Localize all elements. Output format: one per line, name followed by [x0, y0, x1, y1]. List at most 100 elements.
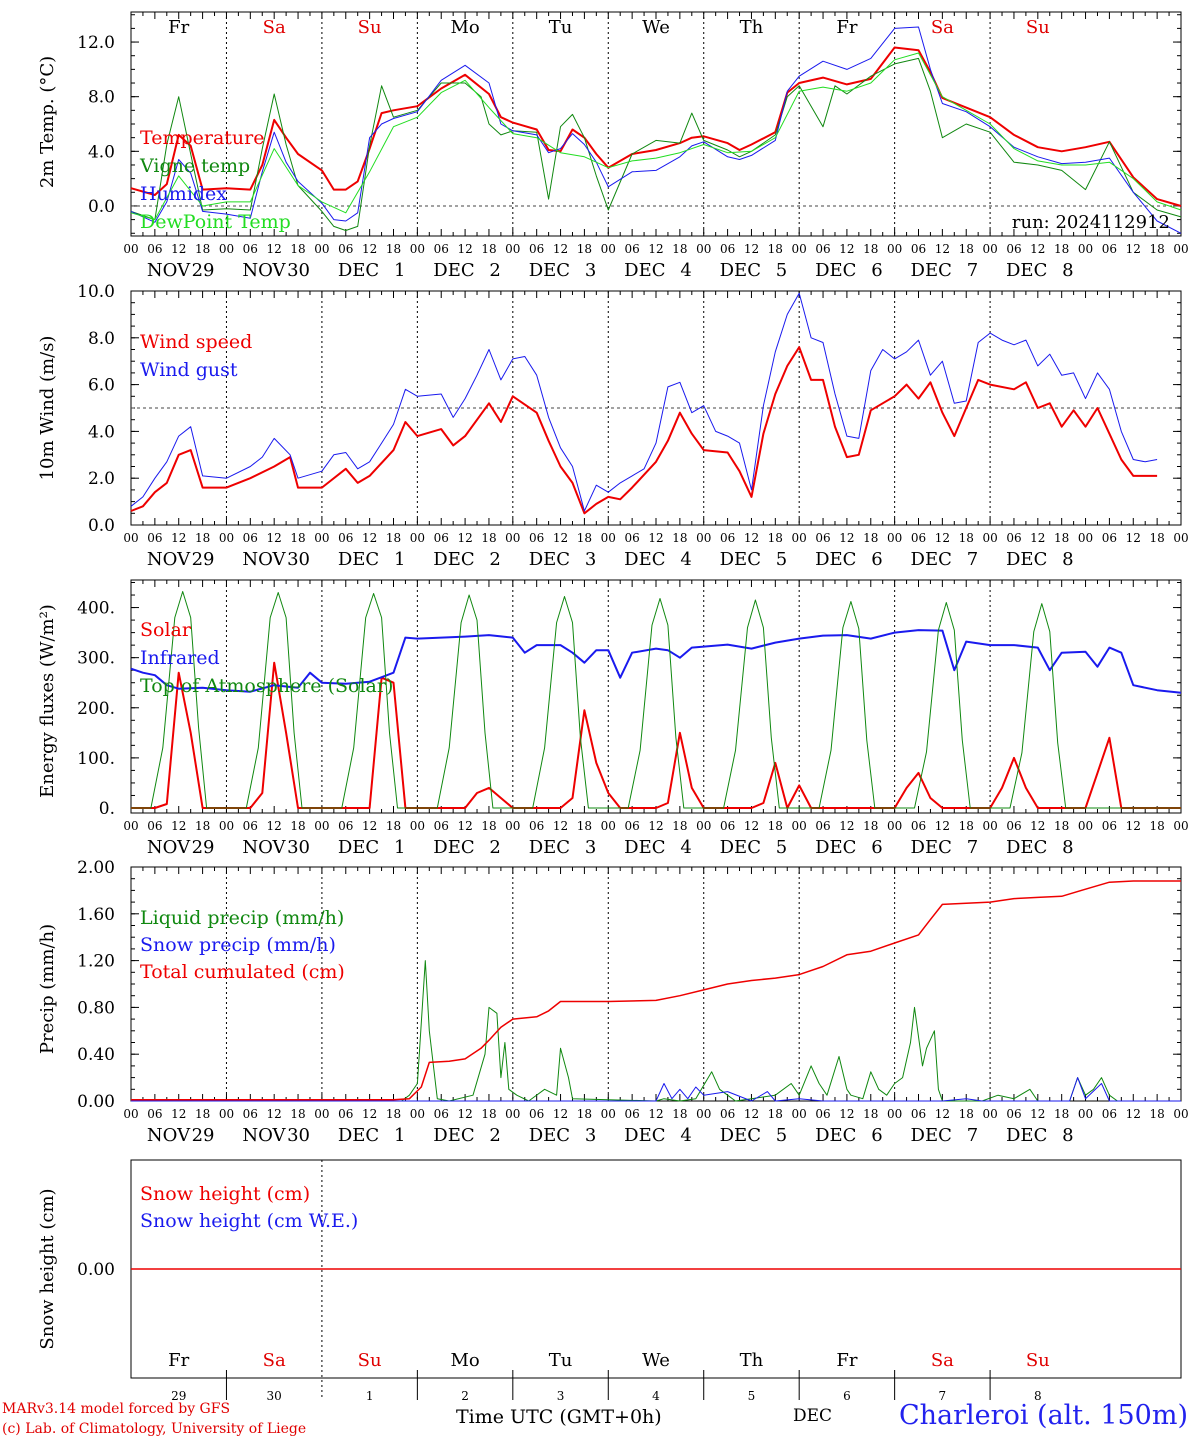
- day-number-label: 29: [171, 1389, 186, 1403]
- hour-tick-label: 12: [457, 242, 472, 256]
- hour-tick-label: 00: [1078, 819, 1093, 833]
- hour-tick-label: 06: [243, 531, 258, 545]
- hour-tick-label: 00: [696, 242, 711, 256]
- y-tick-label: 1.60: [77, 905, 115, 925]
- hour-tick-label: 00: [1173, 531, 1188, 545]
- day-name-label: Tu: [549, 1350, 573, 1371]
- date-day-label: 1: [394, 260, 405, 281]
- day-name-label: Sa: [931, 1350, 954, 1371]
- hour-tick-label: 18: [672, 242, 687, 256]
- month-label: DEC: [793, 1406, 833, 1426]
- panel-frame: [130, 11, 1182, 237]
- hour-tick-label: 00: [982, 531, 997, 545]
- date-month-label: DEC: [720, 837, 761, 858]
- hour-tick-label: 00: [410, 1107, 425, 1121]
- date-day-label: 4: [680, 260, 691, 281]
- hour-tick-label: 18: [1054, 1107, 1069, 1121]
- hour-tick-label: 12: [362, 1107, 377, 1121]
- day-number-label: 30: [267, 1389, 282, 1403]
- hour-tick-label: 06: [815, 819, 830, 833]
- date-day-label: 7: [967, 549, 978, 570]
- hour-tick-label: 06: [338, 242, 353, 256]
- date-day-label: 2: [489, 260, 500, 281]
- y-axis-label: Energy fluxes (W/m²): [37, 604, 58, 798]
- hour-tick-label: 06: [815, 242, 830, 256]
- date-month-label: NOV: [147, 1125, 191, 1146]
- hour-tick-label: 00: [601, 1107, 616, 1121]
- hour-tick-label: 06: [720, 531, 735, 545]
- hour-tick-label: 00: [219, 531, 234, 545]
- y-tick-label: 100.: [77, 749, 115, 769]
- hour-tick-label: 18: [577, 242, 592, 256]
- y-axis-label: 2m Temp. (°C): [37, 56, 58, 188]
- hour-tick-label: 12: [267, 531, 282, 545]
- day-name-label: Th: [740, 1350, 764, 1371]
- hour-tick-label: 06: [434, 819, 449, 833]
- hour-tick-label: 12: [267, 819, 282, 833]
- y-tick-label: 6.0: [88, 376, 115, 396]
- hour-tick-label: 18: [1149, 819, 1164, 833]
- y-tick-label: 0.40: [77, 1045, 115, 1065]
- date-day-label: 4: [680, 837, 691, 858]
- hour-tick-label: 18: [290, 242, 305, 256]
- day-number-label: 1: [366, 1389, 374, 1403]
- legend-entry: DewPoint Temp: [140, 211, 291, 233]
- hour-tick-label: 00: [1078, 531, 1093, 545]
- hour-tick-label: 12: [267, 1107, 282, 1121]
- date-month-label: DEC: [338, 260, 379, 281]
- hour-tick-label: 00: [1078, 242, 1093, 256]
- hour-tick-label: 18: [290, 1107, 305, 1121]
- day-number-label: 6: [843, 1389, 851, 1403]
- hour-tick-label: 18: [959, 242, 974, 256]
- hour-tick-label: 00: [314, 819, 329, 833]
- hour-tick-label: 06: [1102, 819, 1117, 833]
- legend-entry: Snow precip (mm/h): [140, 934, 336, 956]
- legend-entry: Liquid precip (mm/h): [140, 907, 344, 929]
- date-month-label: DEC: [433, 549, 474, 570]
- hour-tick-label: 18: [959, 531, 974, 545]
- hour-tick-label: 06: [1102, 1107, 1117, 1121]
- hour-tick-label: 06: [911, 1107, 926, 1121]
- day-name-label: Fr: [168, 17, 189, 38]
- date-day-label: 5: [776, 260, 787, 281]
- time-axis-title: Time UTC (GMT+0h): [456, 1406, 662, 1428]
- series-line: [130, 46, 1182, 207]
- date-month-label: DEC: [338, 549, 379, 570]
- hour-tick-label: 00: [792, 242, 807, 256]
- day-number-label: 5: [748, 1389, 756, 1403]
- hour-tick-label: 12: [171, 242, 186, 256]
- hour-tick-label: 06: [529, 531, 544, 545]
- date-month-label: DEC: [433, 260, 474, 281]
- hour-tick-label: 18: [195, 531, 210, 545]
- hour-tick-label: 18: [481, 242, 496, 256]
- hour-tick-label: 12: [362, 819, 377, 833]
- date-day-label: 5: [776, 1125, 787, 1146]
- date-day-label: 30: [287, 837, 310, 858]
- y-tick-label: 200.: [77, 699, 115, 719]
- legend-entry: Humidex: [140, 183, 227, 205]
- hour-tick-label: 00: [410, 242, 425, 256]
- hour-tick-label: 12: [1030, 242, 1045, 256]
- hour-tick-label: 12: [553, 819, 568, 833]
- series-line: [131, 1077, 1181, 1102]
- hour-tick-label: 18: [768, 531, 783, 545]
- hour-tick-label: 12: [457, 1107, 472, 1121]
- hour-tick-label: 12: [362, 242, 377, 256]
- date-day-label: 7: [967, 260, 978, 281]
- day-number-label: 2: [461, 1389, 469, 1403]
- day-name-label: Fr: [836, 17, 857, 38]
- hour-tick-label: 18: [577, 819, 592, 833]
- hour-tick-label: 00: [696, 531, 711, 545]
- hour-tick-label: 12: [744, 242, 759, 256]
- series-line: [130, 292, 1158, 512]
- legend-entry: Total cumulated (cm): [140, 961, 345, 983]
- hour-tick-label: 06: [1102, 242, 1117, 256]
- y-tick-label: 2.0: [88, 469, 115, 489]
- date-day-label: 6: [871, 260, 882, 281]
- hour-tick-label: 06: [624, 819, 639, 833]
- y-tick-label: 0.: [99, 799, 115, 819]
- series-line: [131, 591, 1181, 809]
- hour-tick-label: 06: [338, 819, 353, 833]
- series-line: [131, 960, 1181, 1102]
- hour-tick-label: 12: [839, 819, 854, 833]
